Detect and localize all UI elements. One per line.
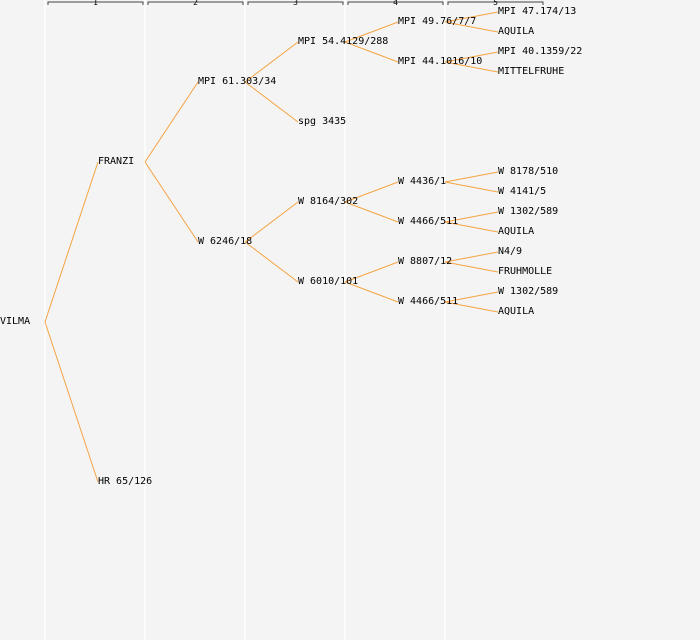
parent-connector <box>144 81 199 163</box>
ancestor-label: MPI 54.4129/288 <box>298 36 389 47</box>
ancestor-label: MPI 40.1359/22 <box>498 46 583 57</box>
parent-connector <box>344 201 399 223</box>
ancestor-label: MPI 61.303/34 <box>198 76 277 87</box>
parent-connector <box>44 161 99 323</box>
parent-connector <box>444 211 499 223</box>
ancestor-label: W 6246/18 <box>198 236 253 247</box>
generation-bracket <box>147 1 244 5</box>
ancestor-label: HR 65/126 <box>98 476 153 487</box>
parent-connector <box>244 41 299 83</box>
generation-bracket <box>347 1 444 5</box>
parent-connector <box>144 161 199 243</box>
ancestor-label: W 1302/589 <box>498 286 559 297</box>
ancestor-label: MITTELFRUHE <box>498 66 565 77</box>
parent-connector <box>444 291 499 303</box>
parent-connector <box>244 241 299 283</box>
ancestor-label: W 4141/5 <box>498 186 547 197</box>
ancestor-label: W 8178/510 <box>498 166 559 177</box>
ancestor-label: W 8164/302 <box>298 196 359 207</box>
parent-connector <box>244 201 299 243</box>
ancestor-label: W 4436/1 <box>398 176 447 187</box>
ancestor-label: W 4466/511 <box>398 216 459 227</box>
parent-connector <box>44 321 99 483</box>
ancestor-label: W 1302/589 <box>498 206 559 217</box>
parent-connector <box>444 21 499 33</box>
ancestor-label: N4/9 <box>498 246 523 257</box>
parent-connector <box>444 51 499 63</box>
ancestor-label: AQUILA <box>498 26 535 37</box>
ancestor-label: spg 3435 <box>298 116 347 127</box>
parent-connector <box>344 281 399 303</box>
generation-number: 3 <box>293 0 298 7</box>
parent-connector <box>344 261 399 283</box>
ancestor-label: W 4466/511 <box>398 296 459 307</box>
subject-name: VILMA <box>0 316 31 327</box>
ancestor-label: AQUILA <box>498 226 535 237</box>
ancestor-label: MPI 47.174/13 <box>498 6 577 17</box>
generation-bracket <box>247 1 344 5</box>
ancestor-label: W 8807/12 <box>398 256 453 267</box>
parent-connector <box>344 41 399 63</box>
parent-connector <box>444 181 499 193</box>
generation-number: 1 <box>93 0 98 7</box>
parent-connector <box>444 221 499 233</box>
ancestor-label: FRANZI <box>98 156 135 167</box>
parent-connector <box>444 171 499 183</box>
generation-number: 4 <box>393 0 398 7</box>
generation-bracket <box>447 1 544 5</box>
parent-connector <box>444 261 499 273</box>
parent-connector <box>244 81 299 123</box>
ancestor-label: MPI 49.76/7/7 <box>398 16 477 27</box>
parent-connector <box>444 61 499 73</box>
parent-connector <box>444 251 499 263</box>
generation-bracket <box>47 1 144 5</box>
generation-number: 2 <box>193 0 198 7</box>
parent-connector <box>444 11 499 23</box>
ancestor-label: MPI 44.1016/10 <box>398 56 483 67</box>
parent-connector <box>444 301 499 313</box>
parent-connector <box>344 181 399 203</box>
ancestor-label: W 6010/101 <box>298 276 359 287</box>
generation-number: 5 <box>493 0 498 7</box>
parent-connector <box>344 21 399 43</box>
ancestor-label: FRUHMOLLE <box>498 266 553 277</box>
ancestor-label: AQUILA <box>498 306 535 317</box>
